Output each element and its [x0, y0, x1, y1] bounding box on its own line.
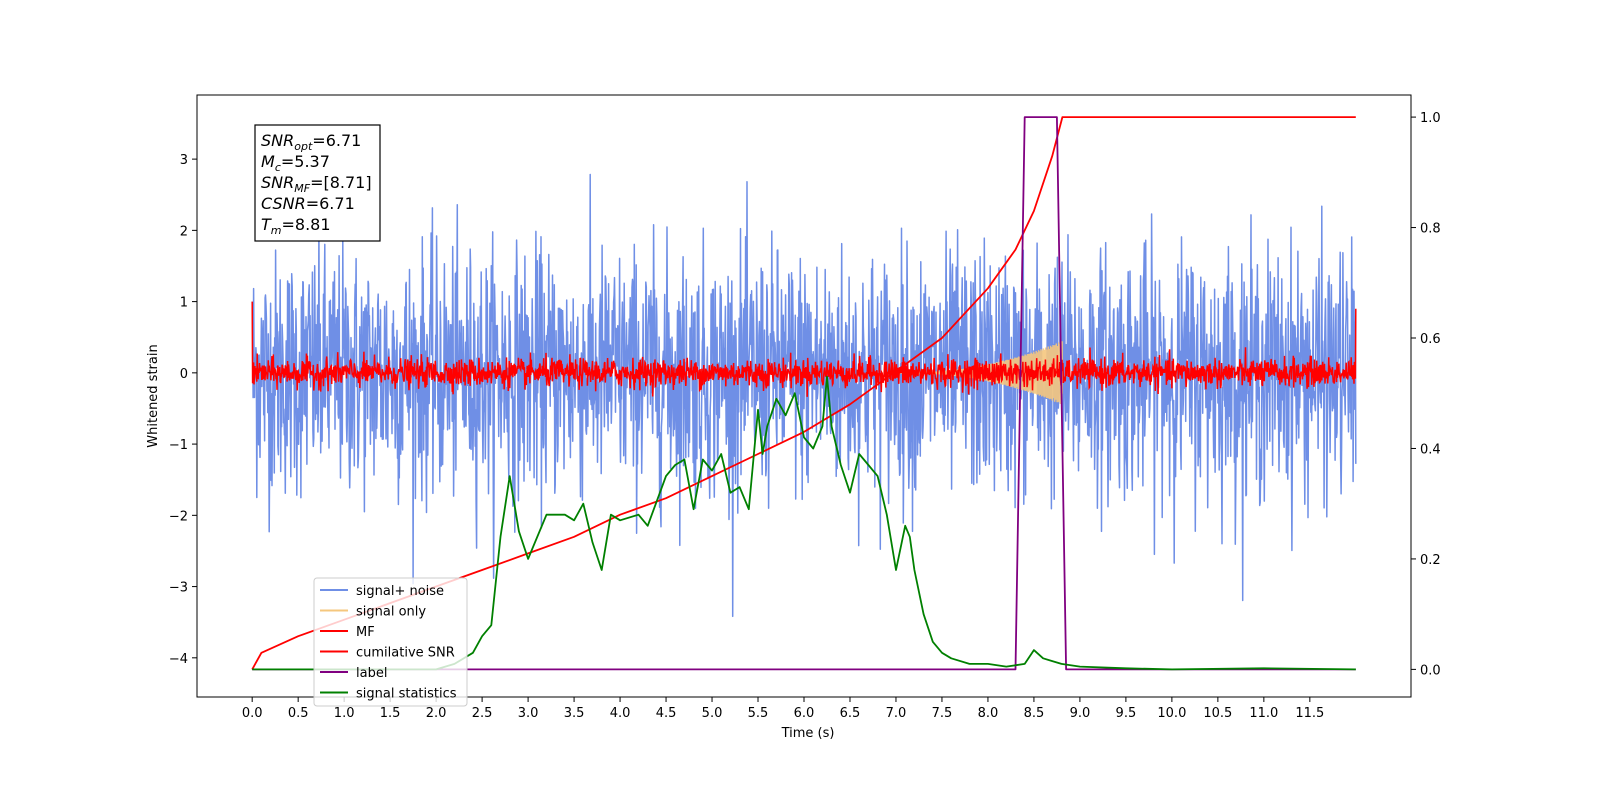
x-tick-label: 0.5: [288, 706, 309, 721]
x-tick-label: 1.5: [380, 706, 401, 721]
x-tick-label: 7.5: [932, 706, 953, 721]
series-signal-statistics-line: [252, 375, 1356, 671]
y2-tick-label: 0.8: [1420, 222, 1441, 237]
y-tick-label: −3: [169, 581, 188, 596]
y2-tick-label: 1.0: [1420, 111, 1441, 126]
annotation-box-frame: [254, 124, 381, 242]
series-label-line: [252, 116, 1356, 671]
x-tick-label: 4.5: [656, 706, 677, 721]
y2-tick-label: 0.0: [1420, 663, 1441, 678]
legend-label: label: [356, 666, 387, 681]
legend-label: signal only: [356, 605, 426, 620]
annotation-line: SNRopt=6.71: [261, 131, 361, 153]
annotation-line: Tm=8.81: [261, 215, 331, 237]
annotation-line: SNRMF=[8.71]: [261, 173, 372, 195]
x-tick-label: 5.0: [702, 706, 723, 721]
legend-frame: [313, 577, 468, 707]
x-tick-label: 2.5: [472, 706, 493, 721]
x-tick-label: 4.0: [610, 706, 631, 721]
x-tick-label: 10.0: [1157, 706, 1186, 721]
x-tick-label: 8.0: [978, 706, 999, 721]
x-tick-label: 1.0: [334, 706, 355, 721]
x-tick-label: 11.5: [1295, 706, 1324, 721]
x-tick-label: 3.5: [564, 706, 585, 721]
y2-tick-label: 0.4: [1420, 442, 1441, 457]
x-tick-label: 9.0: [1070, 706, 1091, 721]
x-tick-label: 2.0: [426, 706, 447, 721]
legend-label: signal statistics: [356, 687, 457, 702]
y-tick-label: −2: [169, 509, 188, 524]
x-tick-label: 11.0: [1249, 706, 1278, 721]
y-axis-label: Whitened strain: [146, 344, 161, 447]
x-tick-label: 7.0: [886, 706, 907, 721]
legend-label: cumilative SNR: [356, 646, 455, 661]
x-tick-label: 6.0: [794, 706, 815, 721]
y2-tick-label: 0.6: [1420, 332, 1441, 347]
y2-tick-label: 0.2: [1420, 553, 1441, 568]
x-tick-label: 3.0: [518, 706, 539, 721]
y-tick-label: 1: [180, 296, 188, 311]
y-tick-label: −4: [169, 652, 188, 667]
x-tick-label: 0.0: [242, 706, 263, 721]
annotation-line: CSNR=6.71: [261, 194, 355, 213]
legend-label: MF: [356, 625, 375, 640]
y-tick-label: −1: [169, 438, 188, 453]
x-tick-label: 5.5: [748, 706, 769, 721]
x-tick-label: 6.5: [840, 706, 861, 721]
series-signal-noise-line: [251, 173, 1357, 618]
x-tick-label: 10.5: [1203, 706, 1232, 721]
y-tick-label: 3: [180, 153, 188, 168]
y-tick-label: 2: [180, 224, 188, 239]
x-tick-label: 8.5: [1024, 706, 1045, 721]
x-axis-label: Time (s): [781, 726, 835, 741]
y-tick-label: 0: [180, 367, 188, 382]
legend: signal+ noise signal only MF cumilative SNR…: [313, 577, 468, 707]
series-mf-line: [251, 301, 1357, 397]
legend-label: signal+ noise: [356, 584, 444, 599]
annotation-line: Mc=5.37: [261, 152, 330, 174]
x-tick-label: 9.5: [1116, 706, 1137, 721]
